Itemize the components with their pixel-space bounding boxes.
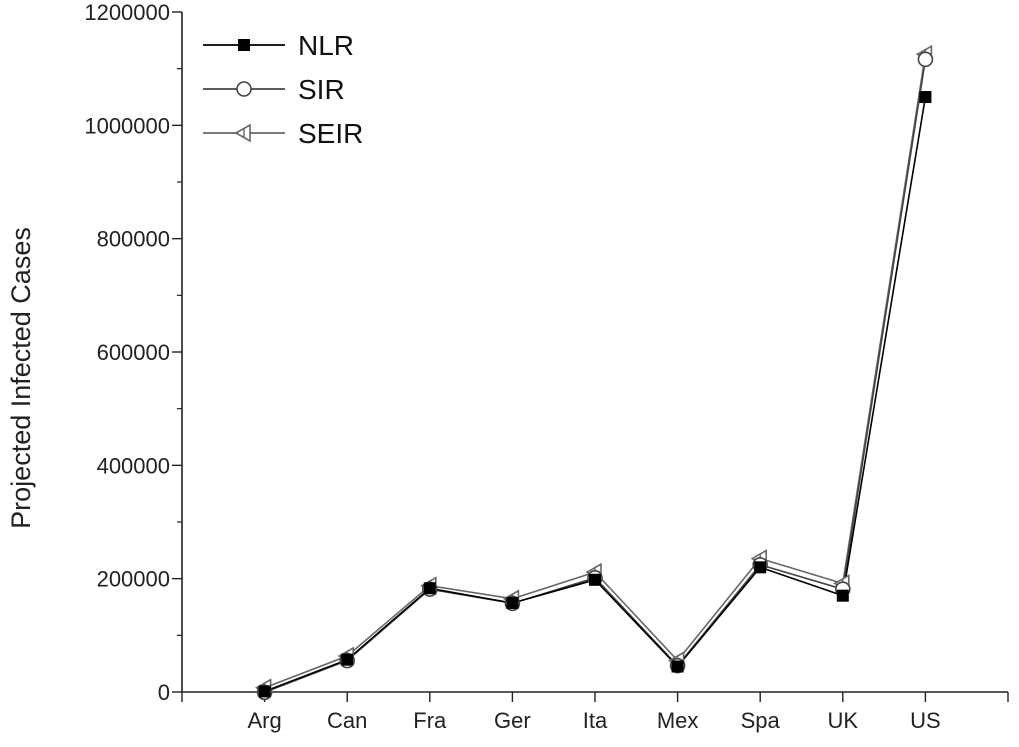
x-tick-label: US [910,708,941,733]
y-tick-label: 200000 [97,567,170,592]
legend-label-seir: SEIR [298,118,363,149]
legend-marker-nlr [238,39,250,51]
series-line-seir [264,54,927,689]
x-tick-label: UK [828,708,859,733]
x-tick-label: Mex [657,708,699,733]
data-point-nlr [423,582,436,595]
x-tick-label: Fra [413,708,447,733]
legend: NLR SIR SEIR [203,30,363,149]
data-point-nlr [258,685,271,698]
y-tick-label: 1200000 [84,0,170,25]
data-point-nlr [341,653,354,666]
series-line-nlr [264,96,927,693]
data-point-nlr [589,573,601,586]
y-tick-label: 600000 [97,340,170,365]
y-axis-title: Projected Infected Cases [6,227,36,529]
legend-marker-sir [236,81,252,97]
series-line-sir [264,59,927,694]
legend-label-sir: SIR [298,74,345,105]
data-point-sir [917,51,934,68]
series-layer [254,44,934,701]
data-point-nlr [506,597,519,610]
x-tick-label: Spa [741,708,781,733]
data-point-nlr [836,589,849,602]
data-point-nlr [671,660,684,673]
legend-marker-seir [234,123,251,143]
x-tick-label: Ita [583,708,608,733]
y-tick-label: 0 [158,680,170,705]
y-tick-label: 1000000 [84,113,170,138]
x-tick-label: Ger [494,708,531,733]
data-point-nlr [754,561,767,574]
axes: 0 200000 400000 600000 800000 1000000 1200000 A… [84,0,1009,733]
x-tick-label: Arg [247,708,281,733]
y-tick-label: 800000 [97,227,170,252]
data-point-nlr [919,91,932,103]
y-tick-label: 400000 [97,453,170,478]
legend-label-nlr: NLR [298,30,354,61]
x-tick-label: Can [327,708,367,733]
